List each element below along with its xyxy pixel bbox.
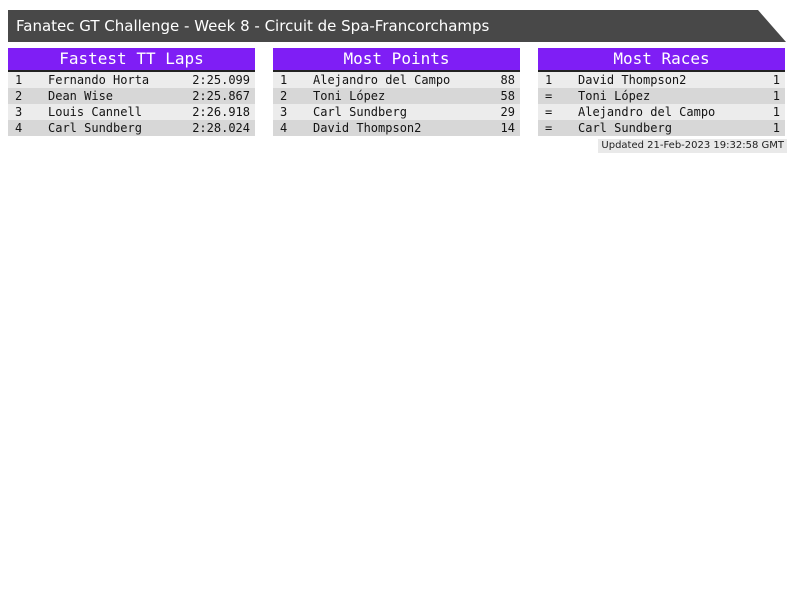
row-value: 1 xyxy=(772,89,780,103)
table-row: 1 David Thompson2 1 xyxy=(538,72,785,88)
row-rank: 1 xyxy=(15,73,23,87)
leaderboard-fastest-tt-laps: Fastest TT Laps 1 Fernando Horta 2:25.09… xyxy=(8,48,255,136)
table-row: = Toni López 1 xyxy=(538,88,785,104)
row-value: 58 xyxy=(500,89,515,103)
board-title: Fastest TT Laps xyxy=(8,48,255,70)
row-value: 1 xyxy=(772,121,780,135)
title-bar: Fanatec GT Challenge - Week 8 - Circuit … xyxy=(8,10,786,42)
row-driver-name: Carl Sundberg xyxy=(578,121,672,135)
row-rank: 3 xyxy=(15,105,23,119)
row-rank: 4 xyxy=(15,121,23,135)
table-row: 3 Louis Cannell 2:26.918 xyxy=(8,104,255,120)
row-rank: 2 xyxy=(280,89,288,103)
row-driver-name: Alejandro del Campo xyxy=(313,73,451,87)
row-driver-name: Fernando Horta xyxy=(48,73,150,87)
row-value: 2:26.918 xyxy=(192,105,250,119)
row-rank: = xyxy=(545,121,553,135)
row-rank: = xyxy=(545,105,553,119)
row-driver-name: Carl Sundberg xyxy=(313,105,407,119)
row-value: 1 xyxy=(772,105,780,119)
row-rank: 2 xyxy=(15,89,23,103)
table-row: 2 Toni López 58 xyxy=(273,88,520,104)
table-row: 3 Carl Sundberg 29 xyxy=(273,104,520,120)
row-driver-name: Alejandro del Campo xyxy=(578,105,716,119)
board-rows: 1 Fernando Horta 2:25.099 2 Dean Wise 2:… xyxy=(8,70,255,136)
board-rows: 1 Alejandro del Campo 88 2 Toni López 58… xyxy=(273,70,520,136)
row-value: 1 xyxy=(772,73,780,87)
row-driver-name: Dean Wise xyxy=(48,89,114,103)
row-driver-name: David Thompson2 xyxy=(578,73,687,87)
row-value: 88 xyxy=(500,73,515,87)
row-rank: = xyxy=(545,89,553,103)
table-row: 1 Alejandro del Campo 88 xyxy=(273,72,520,88)
table-row: 2 Dean Wise 2:25.867 xyxy=(8,88,255,104)
row-driver-name: Toni López xyxy=(313,89,386,103)
leaderboards: Fastest TT Laps 1 Fernando Horta 2:25.09… xyxy=(8,48,785,136)
row-driver-name: Toni López xyxy=(578,89,651,103)
update-status: Updated 21-Feb-2023 19:32:58 GMT xyxy=(0,139,787,153)
row-value: 2:28.024 xyxy=(192,121,250,135)
board-title: Most Races xyxy=(538,48,785,70)
row-rank: 4 xyxy=(280,121,288,135)
row-value: 29 xyxy=(500,105,515,119)
table-row: 1 Fernando Horta 2:25.099 xyxy=(8,72,255,88)
leaderboard-most-points: Most Points 1 Alejandro del Campo 88 2 T… xyxy=(273,48,520,136)
row-rank: 1 xyxy=(545,73,553,87)
leaderboard-most-races: Most Races 1 David Thompson2 1 = Toni Ló… xyxy=(538,48,785,136)
row-rank: 3 xyxy=(280,105,288,119)
row-value: 14 xyxy=(500,121,515,135)
row-value: 2:25.099 xyxy=(192,73,250,87)
table-row: 4 Carl Sundberg 2:28.024 xyxy=(8,120,255,136)
board-title: Most Points xyxy=(273,48,520,70)
row-driver-name: Carl Sundberg xyxy=(48,121,142,135)
updated-timestamp: Updated 21-Feb-2023 19:32:58 GMT xyxy=(598,139,787,153)
row-driver-name: Louis Cannell xyxy=(48,105,142,119)
board-rows: 1 David Thompson2 1 = Toni López 1 = Ale… xyxy=(538,70,785,136)
table-row: = Alejandro del Campo 1 xyxy=(538,104,785,120)
row-rank: 1 xyxy=(280,73,288,87)
table-row: = Carl Sundberg 1 xyxy=(538,120,785,136)
table-row: 4 David Thompson2 14 xyxy=(273,120,520,136)
row-value: 2:25.867 xyxy=(192,89,250,103)
page-title: Fanatec GT Challenge - Week 8 - Circuit … xyxy=(16,17,490,35)
row-driver-name: David Thompson2 xyxy=(313,121,422,135)
